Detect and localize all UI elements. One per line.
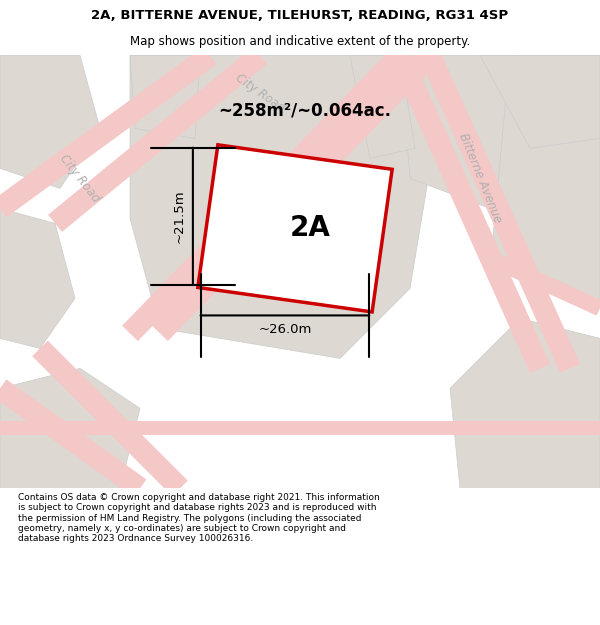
Polygon shape (0, 421, 600, 436)
Text: ~21.5m: ~21.5m (172, 189, 185, 243)
Polygon shape (0, 379, 146, 498)
Polygon shape (152, 48, 438, 341)
Polygon shape (0, 208, 75, 348)
Text: 2A: 2A (290, 214, 331, 243)
Polygon shape (0, 56, 100, 188)
Text: Bitterne Avenue: Bitterne Avenue (456, 132, 504, 225)
Polygon shape (130, 56, 200, 138)
Polygon shape (130, 56, 430, 358)
Text: Map shows position and indicative extent of the property.: Map shows position and indicative extent… (130, 35, 470, 48)
Polygon shape (400, 56, 560, 208)
Text: ~26.0m: ~26.0m (258, 323, 311, 336)
Polygon shape (48, 47, 267, 232)
Polygon shape (420, 51, 580, 373)
Text: City Road: City Road (58, 152, 103, 205)
Text: Contains OS data © Crown copyright and database right 2021. This information
is : Contains OS data © Crown copyright and d… (18, 493, 380, 543)
Polygon shape (0, 46, 217, 217)
Polygon shape (198, 145, 392, 312)
Polygon shape (32, 341, 188, 496)
Polygon shape (0, 368, 140, 488)
Text: ~258m²/~0.064ac.: ~258m²/~0.064ac. (218, 101, 392, 119)
Polygon shape (480, 56, 600, 148)
Polygon shape (450, 318, 600, 488)
Polygon shape (350, 56, 415, 158)
Text: 2A, BITTERNE AVENUE, TILEHURST, READING, RG31 4SP: 2A, BITTERNE AVENUE, TILEHURST, READING,… (91, 9, 509, 22)
Polygon shape (490, 56, 600, 308)
Polygon shape (122, 48, 408, 341)
Text: City Road: City Road (233, 72, 287, 115)
Polygon shape (390, 51, 550, 373)
Polygon shape (487, 251, 600, 316)
